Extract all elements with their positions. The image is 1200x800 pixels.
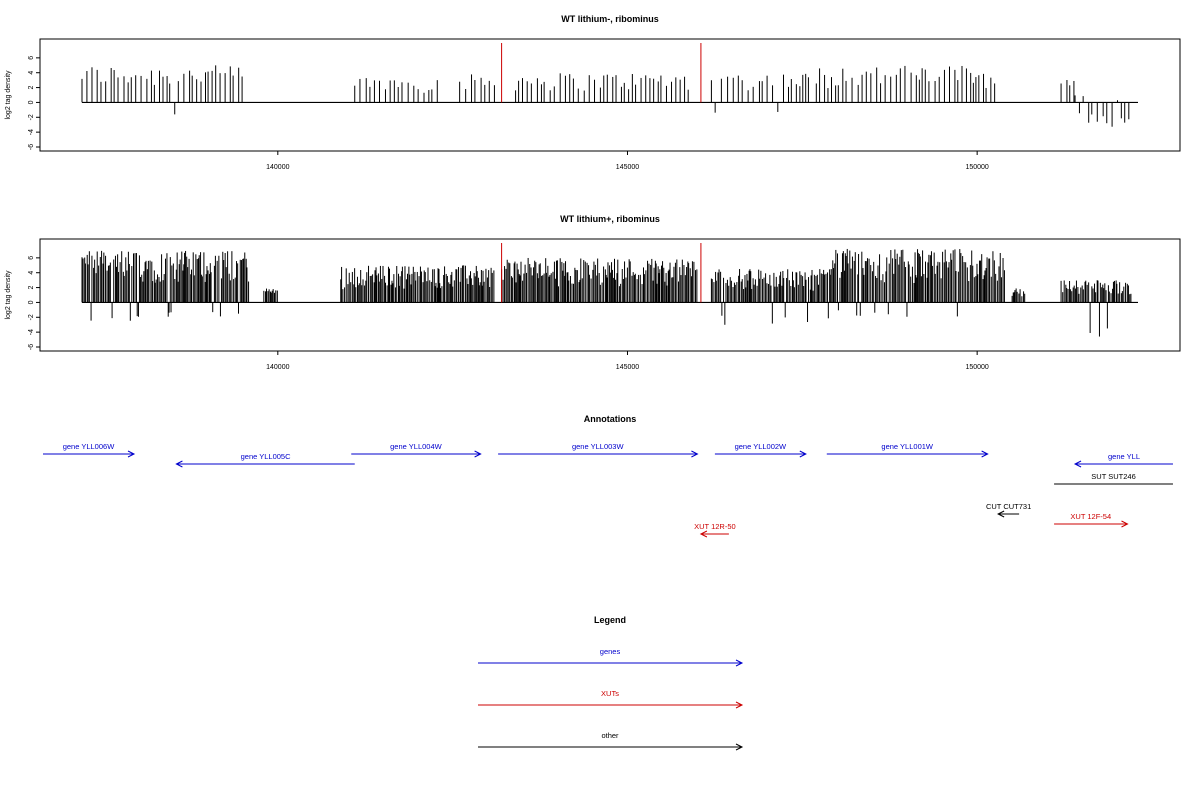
arrow-head <box>474 450 482 458</box>
y-tick-label: 0 <box>28 100 35 104</box>
annotation-gene-yll003w: gene YLL003W <box>498 442 699 458</box>
annotation-sut-sut246: SUT SUT246 <box>1054 472 1173 485</box>
arrow-head <box>127 450 136 458</box>
arrow-head <box>1121 520 1129 528</box>
annotation-xut-12r-50: XUT 12R-50 <box>694 522 736 538</box>
feature-label: gene YLL004W <box>390 442 442 451</box>
y-tick-label: 4 <box>28 71 35 75</box>
y-tick-label: -2 <box>28 114 35 120</box>
arrow-head <box>735 743 744 751</box>
panel-title: WT lithium-, ribominus <box>561 14 659 24</box>
feature-label: gene YLL006W <box>63 442 115 451</box>
plot-frame <box>39 38 1181 152</box>
plot-frame <box>39 238 1181 352</box>
legend: Legend genes XUTs other <box>478 615 744 751</box>
feature-label: gene YLL003W <box>572 442 624 451</box>
legend-item-genes: genes <box>478 647 744 667</box>
position-markers <box>501 243 702 303</box>
feature-label: gene YLL001W <box>881 442 933 451</box>
track-panel-lithium-minus: WT lithium-, ribominus log2 tag density … <box>5 14 1181 171</box>
x-axis: 140000 145000 150000 <box>266 151 989 171</box>
arrow-head <box>997 510 1005 518</box>
x-tick-label: 150000 <box>965 364 988 371</box>
legend-title: Legend <box>594 615 626 625</box>
annotation-gene-yll005c: gene YLL005C <box>175 452 355 468</box>
annotation-features: gene YLL006W gene YLL005C gene YLL004W gene… <box>43 442 1173 538</box>
y-tick-label: 2 <box>28 86 35 90</box>
y-tick-label: -6 <box>28 144 35 150</box>
y-axis: -6 -4 -2 0 2 4 6 <box>28 56 40 150</box>
legend-items: genes XUTs other <box>478 647 744 751</box>
feature-label: CUT CUT731 <box>986 502 1031 511</box>
legend-label: XUTs <box>601 689 619 698</box>
x-tick-label: 145000 <box>616 364 639 371</box>
annotation-gene-yll004w: gene YLL004W <box>351 442 482 458</box>
x-tick-label: 140000 <box>266 364 289 371</box>
y-tick-label: 4 <box>28 271 35 275</box>
track-panel-lithium-plus: WT lithium+, ribominus log2 tag density … <box>5 214 1181 371</box>
annotation-gene-yll001w: gene YLL001W <box>826 442 989 458</box>
y-tick-label: -4 <box>28 129 35 135</box>
legend-label: genes <box>600 647 621 656</box>
y-tick-label: 0 <box>28 300 35 304</box>
arrow-head <box>175 460 183 468</box>
arrow-head <box>691 450 699 458</box>
x-tick-label: 140000 <box>266 164 289 171</box>
y-tick-label: -6 <box>28 344 35 350</box>
legend-label: other <box>601 731 619 740</box>
position-markers <box>501 43 702 103</box>
feature-label: XUT 12F-54 <box>1070 512 1111 521</box>
legend-item-other: other <box>478 731 744 751</box>
y-tick-label: 6 <box>28 56 35 60</box>
y-tick-label: 2 <box>28 286 35 290</box>
annotation-gene-yll: gene YLL <box>1073 452 1173 468</box>
legend-item-xuts: XUTs <box>478 689 744 709</box>
arrow-head <box>735 701 744 709</box>
arrow-head <box>981 450 989 458</box>
feature-label: gene YLL005C <box>241 452 291 461</box>
y-axis-label: log2 tag density <box>5 270 12 320</box>
y-tick-label: -4 <box>28 329 35 335</box>
annotations-title: Annotations <box>584 414 637 424</box>
y-tick-label: -2 <box>28 314 35 320</box>
signal-bars <box>81 65 1138 127</box>
annotation-cut-cut731: CUT CUT731 <box>986 502 1031 518</box>
arrow-head <box>699 530 708 538</box>
feature-label: SUT SUT246 <box>1091 472 1135 481</box>
annotation-gene-yll002w: gene YLL002W <box>714 442 807 458</box>
x-tick-label: 150000 <box>965 164 988 171</box>
feature-label: gene YLL002W <box>735 442 787 451</box>
feature-label: XUT 12R-50 <box>694 522 736 531</box>
signal-bars <box>81 248 1138 337</box>
x-tick-label: 145000 <box>616 164 639 171</box>
y-tick-label: 6 <box>28 256 35 260</box>
arrow-head <box>1073 460 1082 468</box>
x-axis: 140000 145000 150000 <box>266 351 989 371</box>
feature-label: gene YLL <box>1108 452 1140 461</box>
y-axis-label: log2 tag density <box>5 70 12 120</box>
panel-title: WT lithium+, ribominus <box>560 214 660 224</box>
y-axis: -6 -4 -2 0 2 4 6 <box>28 256 40 350</box>
arrow-head <box>735 659 744 667</box>
arrow-head <box>799 450 807 458</box>
annotation-xut-12f-54: XUT 12F-54 <box>1054 512 1129 528</box>
annotation-gene-yll006w: gene YLL006W <box>43 442 136 458</box>
